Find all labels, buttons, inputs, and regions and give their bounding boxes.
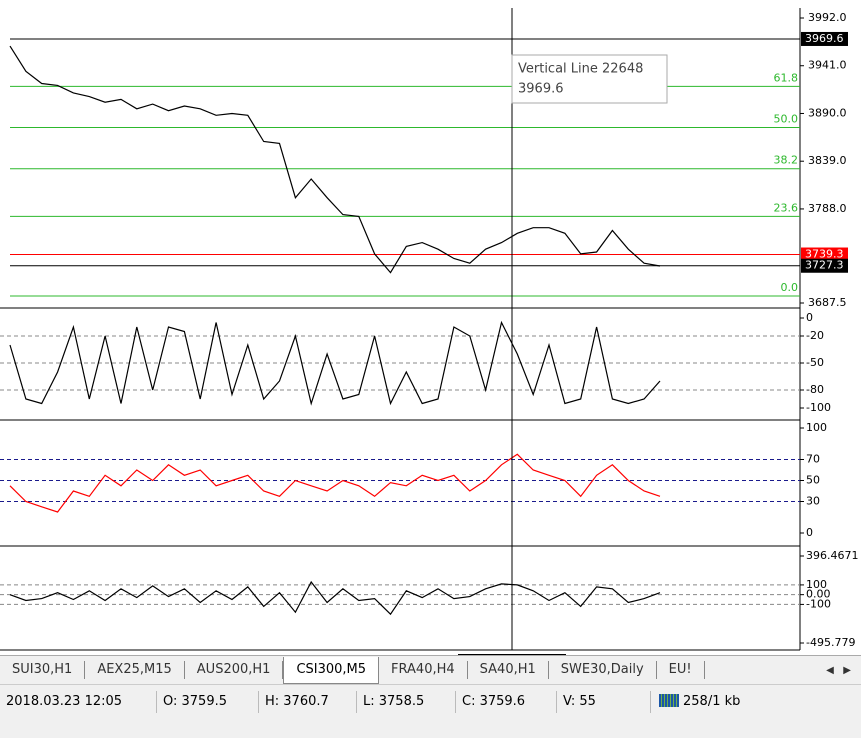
y-tick-label: 0 xyxy=(806,526,813,539)
series-line xyxy=(9,580,661,616)
fib-label: 50.0 xyxy=(774,113,799,126)
y-tick-label: -50 xyxy=(806,356,824,369)
status-high: H: 3760.7 xyxy=(258,691,329,713)
traffic-icon xyxy=(659,694,679,707)
tooltip-value: 3969.6 xyxy=(518,82,564,97)
price-tag xyxy=(801,258,848,273)
series-line xyxy=(9,453,661,513)
y-tick-label: 0 xyxy=(806,311,813,324)
y-tick-label: 3788.0 xyxy=(808,202,847,215)
price-tag-label: 3969.6 xyxy=(805,32,844,45)
tab-scroll[interactable]: ◀ ▶ xyxy=(826,664,851,676)
status-time: 2018.03.23 12:05 xyxy=(6,694,123,709)
fib-label: 61.8 xyxy=(774,71,799,84)
symbol-tab[interactable]: EU! xyxy=(657,661,705,679)
y-tick-label: 3687.5 xyxy=(808,296,847,309)
symbol-tab[interactable]: CSI300,M5 xyxy=(283,656,380,684)
status-close: C: 3759.6 xyxy=(455,691,525,713)
price-tag-label: 3739.3 xyxy=(805,248,844,261)
symbol-tab[interactable]: SUI30,H1 xyxy=(0,661,86,679)
y-tick-label: 50 xyxy=(806,474,820,487)
fib-label: 23.6 xyxy=(774,201,799,214)
y-tick-label: -80 xyxy=(806,383,824,396)
chart-area: 3992.0 3941.0 3890.0 3839.0 3788.0 3687.5 61.8… xyxy=(0,0,861,655)
symbol-tab[interactable]: AUS200,H1 xyxy=(185,661,284,679)
traffic-text: 258/1 kb xyxy=(683,694,741,709)
background xyxy=(0,0,861,655)
price-tag xyxy=(801,31,848,46)
y-tick-label: 3890.0 xyxy=(808,106,847,119)
y-tick-label: -20 xyxy=(806,329,824,342)
status-traffic: 258/1 kb xyxy=(650,691,740,713)
series-line xyxy=(9,45,661,274)
status-bar: 2018.03.23 12:05 O: 3759.5 H: 3760.7 L: … xyxy=(0,684,861,738)
y-tick-label: 3941.0 xyxy=(808,59,847,72)
y-tick-label: 396.4671 xyxy=(806,549,859,562)
price-tag-label: 3727.3 xyxy=(805,259,844,272)
status-volume: V: 55 xyxy=(556,691,596,713)
fib-label: 0.0 xyxy=(781,281,799,294)
y-tick-label: 3839.0 xyxy=(808,154,847,167)
y-tick-label: 30 xyxy=(806,495,820,508)
y-tick-label: -100 xyxy=(806,597,831,610)
y-tick-label: -495.779 xyxy=(806,636,855,649)
tab-bar: SUI30,H1 AEX25,M15 AUS200,H1 CSI300,M5 FRA40… xyxy=(0,655,861,684)
symbol-tab[interactable]: AEX25,M15 xyxy=(85,661,185,679)
fib-label: 38.2 xyxy=(774,154,799,167)
y-tick-label: 100 xyxy=(806,578,827,591)
cursor-time-box xyxy=(458,654,566,655)
tooltip-box xyxy=(511,54,668,104)
status-low: L: 3758.5 xyxy=(356,691,424,713)
y-tick-label: 3992.0 xyxy=(808,11,847,24)
tooltip-title: Vertical Line 22648 xyxy=(518,62,643,77)
y-tick-label: -100 xyxy=(806,401,831,414)
series-line xyxy=(9,320,661,406)
price-tag xyxy=(801,247,848,262)
symbol-tab[interactable]: FRA40,H4 xyxy=(379,661,468,679)
y-tick-label: 0.00 xyxy=(806,588,831,601)
y-tick-label: 100 xyxy=(806,421,827,434)
y-tick-label: 70 xyxy=(806,453,820,466)
symbol-tab[interactable]: SWE30,Daily xyxy=(549,661,657,679)
symbol-tab[interactable]: SA40,H1 xyxy=(468,661,549,679)
status-open: O: 3759.5 xyxy=(156,691,227,713)
